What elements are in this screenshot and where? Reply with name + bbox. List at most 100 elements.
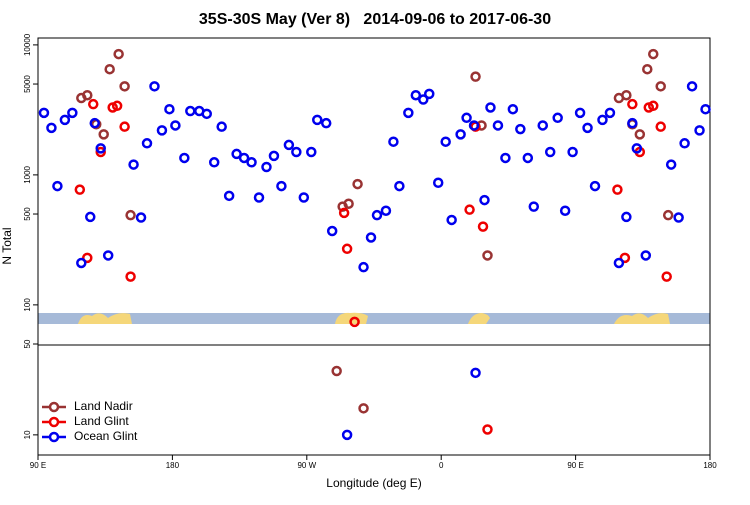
point	[89, 117, 100, 129]
point	[515, 123, 526, 135]
point	[238, 152, 250, 164]
point	[380, 205, 392, 216]
y-tick-label: 100	[23, 298, 32, 312]
point	[446, 214, 457, 226]
point	[500, 152, 511, 164]
point	[371, 209, 383, 221]
point	[621, 89, 632, 101]
y-tick-label: 5000	[23, 75, 32, 93]
x-tick-label: 180	[166, 461, 180, 470]
point	[642, 63, 653, 75]
point	[231, 148, 242, 160]
point	[119, 81, 130, 92]
point	[574, 107, 586, 119]
point	[95, 146, 106, 158]
x-tick-label: 90 E	[567, 461, 583, 470]
point	[312, 114, 323, 126]
point	[85, 211, 96, 223]
point	[627, 117, 638, 129]
point	[559, 205, 571, 216]
point	[341, 429, 353, 441]
point	[522, 152, 534, 164]
y-tick-label: 10000	[23, 33, 32, 56]
point	[320, 117, 332, 129]
point	[331, 365, 342, 377]
point	[432, 177, 444, 188]
point	[403, 107, 414, 119]
point	[111, 100, 123, 112]
point	[358, 403, 369, 414]
point	[67, 107, 78, 119]
point	[661, 271, 672, 282]
x-tick-label: 90 W	[297, 461, 316, 470]
point	[135, 212, 147, 223]
point	[468, 120, 480, 131]
point	[470, 367, 481, 379]
point	[388, 136, 399, 147]
point	[694, 125, 705, 136]
point	[612, 184, 623, 195]
point	[655, 81, 666, 92]
point	[341, 243, 353, 255]
point	[673, 212, 684, 223]
point	[700, 103, 711, 115]
point	[665, 159, 677, 170]
point	[298, 192, 310, 203]
point	[216, 121, 227, 132]
point	[38, 107, 50, 119]
point	[461, 112, 472, 124]
x-tick-label: 0	[439, 461, 444, 470]
x-axis-label: Longitude (deg E)	[326, 476, 421, 490]
point	[477, 221, 489, 232]
point	[326, 225, 338, 237]
point	[306, 146, 317, 158]
point	[485, 102, 496, 113]
point	[482, 424, 493, 435]
point	[619, 252, 631, 264]
point	[59, 114, 71, 126]
y-tick-label: 10	[23, 430, 32, 439]
point	[679, 138, 690, 149]
point	[410, 89, 422, 101]
point	[253, 192, 265, 203]
point	[349, 316, 360, 328]
point	[492, 120, 504, 131]
point	[125, 209, 136, 221]
point	[604, 107, 616, 119]
point	[662, 209, 674, 221]
point	[149, 81, 160, 92]
point	[95, 143, 106, 154]
point	[76, 257, 87, 269]
point	[98, 129, 109, 140]
point	[627, 98, 638, 110]
point	[648, 48, 659, 60]
point	[46, 122, 57, 134]
point	[88, 98, 99, 110]
point	[102, 250, 114, 261]
point	[648, 100, 659, 112]
point	[528, 201, 540, 212]
point	[358, 261, 369, 273]
legend-marker	[48, 431, 60, 443]
x-tick-label: 90 E	[30, 461, 46, 470]
point	[597, 114, 608, 126]
chart-title: 35S-30S May (Ver 8) 2014-09-06 to 2017-0…	[199, 11, 551, 28]
point	[246, 157, 257, 168]
point	[352, 178, 363, 190]
point	[104, 63, 115, 75]
legend-label: Ocean Glint	[74, 429, 138, 443]
point	[338, 207, 350, 219]
point	[482, 250, 493, 261]
point	[589, 180, 601, 192]
point	[507, 103, 519, 115]
y-tick-label: 50	[23, 339, 32, 348]
point	[343, 198, 354, 209]
legend-label: Land Nadir	[74, 399, 133, 413]
point	[223, 190, 235, 202]
point	[261, 161, 272, 173]
point	[455, 129, 466, 140]
x-tick-label: 180	[703, 461, 717, 470]
point	[291, 146, 302, 158]
point	[686, 81, 698, 92]
